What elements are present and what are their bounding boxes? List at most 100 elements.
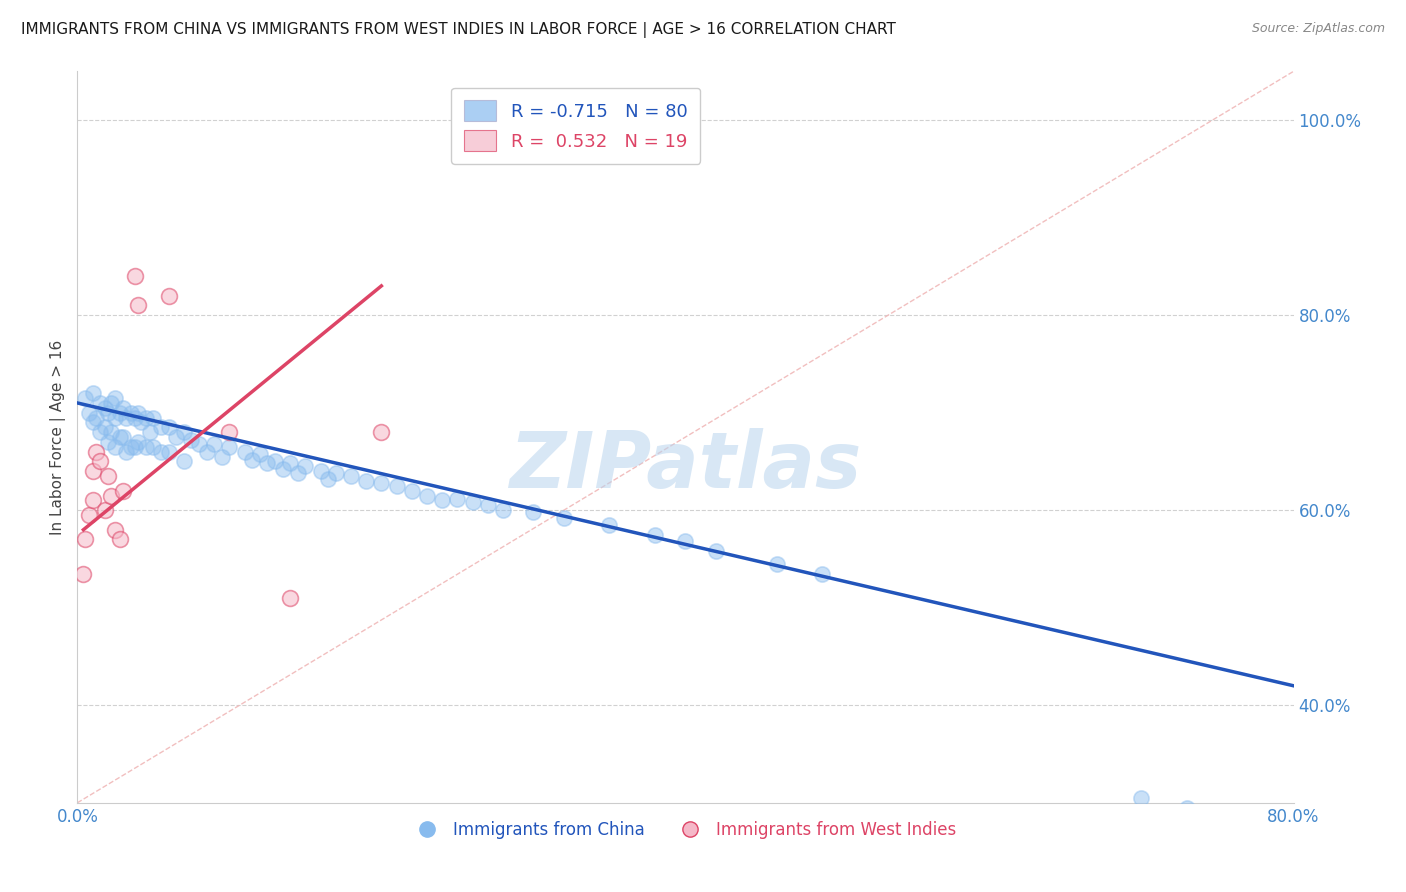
- Point: [316, 472, 339, 486]
- Point: [256, 457, 278, 471]
- Point: [340, 469, 363, 483]
- Point: [127, 434, 149, 449]
- Point: [124, 269, 146, 284]
- Point: [108, 533, 131, 547]
- Point: [79, 508, 101, 522]
- Point: [82, 464, 104, 478]
- Point: [135, 410, 157, 425]
- Point: [416, 489, 439, 503]
- Legend: Immigrants from China, Immigrants from West Indies: Immigrants from China, Immigrants from W…: [408, 814, 963, 846]
- Point: [89, 425, 111, 440]
- Point: [370, 475, 392, 490]
- Point: [811, 566, 834, 581]
- Point: [195, 444, 218, 458]
- Point: [115, 410, 138, 425]
- Point: [149, 420, 172, 434]
- Point: [553, 511, 575, 525]
- Point: [82, 386, 104, 401]
- Point: [173, 425, 195, 440]
- Point: [385, 479, 408, 493]
- Point: [97, 469, 120, 483]
- Point: [115, 444, 138, 458]
- Point: [165, 430, 187, 444]
- Point: [73, 391, 96, 405]
- Point: [120, 406, 142, 420]
- Point: [124, 440, 146, 454]
- Point: [1130, 791, 1153, 805]
- Point: [73, 533, 96, 547]
- Text: Source: ZipAtlas.com: Source: ZipAtlas.com: [1251, 22, 1385, 36]
- Point: [93, 401, 115, 415]
- Text: ZIPatlas: ZIPatlas: [509, 428, 862, 504]
- Point: [97, 406, 120, 420]
- Point: [278, 591, 301, 605]
- Text: IMMIGRANTS FROM CHINA VS IMMIGRANTS FROM WEST INDIES IN LABOR FORCE | AGE > 16 C: IMMIGRANTS FROM CHINA VS IMMIGRANTS FROM…: [21, 22, 896, 38]
- Point: [477, 499, 499, 513]
- Point: [430, 493, 453, 508]
- Point: [111, 483, 134, 498]
- Point: [249, 447, 271, 461]
- Point: [173, 454, 195, 468]
- Point: [704, 544, 727, 558]
- Point: [325, 466, 347, 480]
- Point: [370, 425, 392, 440]
- Point: [124, 410, 146, 425]
- Point: [180, 433, 202, 447]
- Point: [135, 440, 157, 454]
- Point: [675, 534, 697, 549]
- Point: [111, 430, 134, 444]
- Point: [287, 466, 309, 480]
- Point: [127, 298, 149, 312]
- Point: [522, 505, 544, 519]
- Point: [127, 406, 149, 420]
- Point: [157, 444, 180, 458]
- Point: [401, 483, 423, 498]
- Point: [240, 452, 263, 467]
- Point: [461, 495, 484, 509]
- Point: [108, 430, 131, 444]
- Point: [72, 566, 94, 581]
- Point: [218, 440, 240, 454]
- Point: [93, 420, 115, 434]
- Point: [120, 440, 142, 454]
- Point: [598, 517, 620, 532]
- Point: [100, 425, 122, 440]
- Point: [104, 410, 127, 425]
- Point: [97, 434, 120, 449]
- Point: [89, 396, 111, 410]
- Point: [104, 391, 127, 405]
- Point: [93, 503, 115, 517]
- Point: [218, 425, 240, 440]
- Y-axis label: In Labor Force | Age > 16: In Labor Force | Age > 16: [51, 340, 66, 534]
- Point: [111, 401, 134, 415]
- Point: [354, 474, 377, 488]
- Point: [278, 457, 301, 471]
- Point: [309, 464, 332, 478]
- Point: [264, 454, 287, 468]
- Point: [446, 491, 468, 506]
- Point: [104, 440, 127, 454]
- Point: [202, 437, 225, 451]
- Point: [142, 440, 165, 454]
- Point: [108, 406, 131, 420]
- Point: [89, 454, 111, 468]
- Point: [139, 425, 162, 440]
- Point: [149, 444, 172, 458]
- Point: [82, 416, 104, 430]
- Point: [1175, 800, 1198, 814]
- Point: [765, 557, 787, 571]
- Point: [100, 396, 122, 410]
- Point: [294, 459, 316, 474]
- Point: [271, 462, 294, 476]
- Point: [157, 420, 180, 434]
- Point: [79, 406, 101, 420]
- Point: [104, 523, 127, 537]
- Point: [100, 489, 122, 503]
- Point: [84, 444, 107, 458]
- Point: [644, 527, 666, 541]
- Point: [84, 410, 107, 425]
- Point: [211, 450, 233, 464]
- Point: [492, 503, 515, 517]
- Point: [82, 493, 104, 508]
- Point: [142, 410, 165, 425]
